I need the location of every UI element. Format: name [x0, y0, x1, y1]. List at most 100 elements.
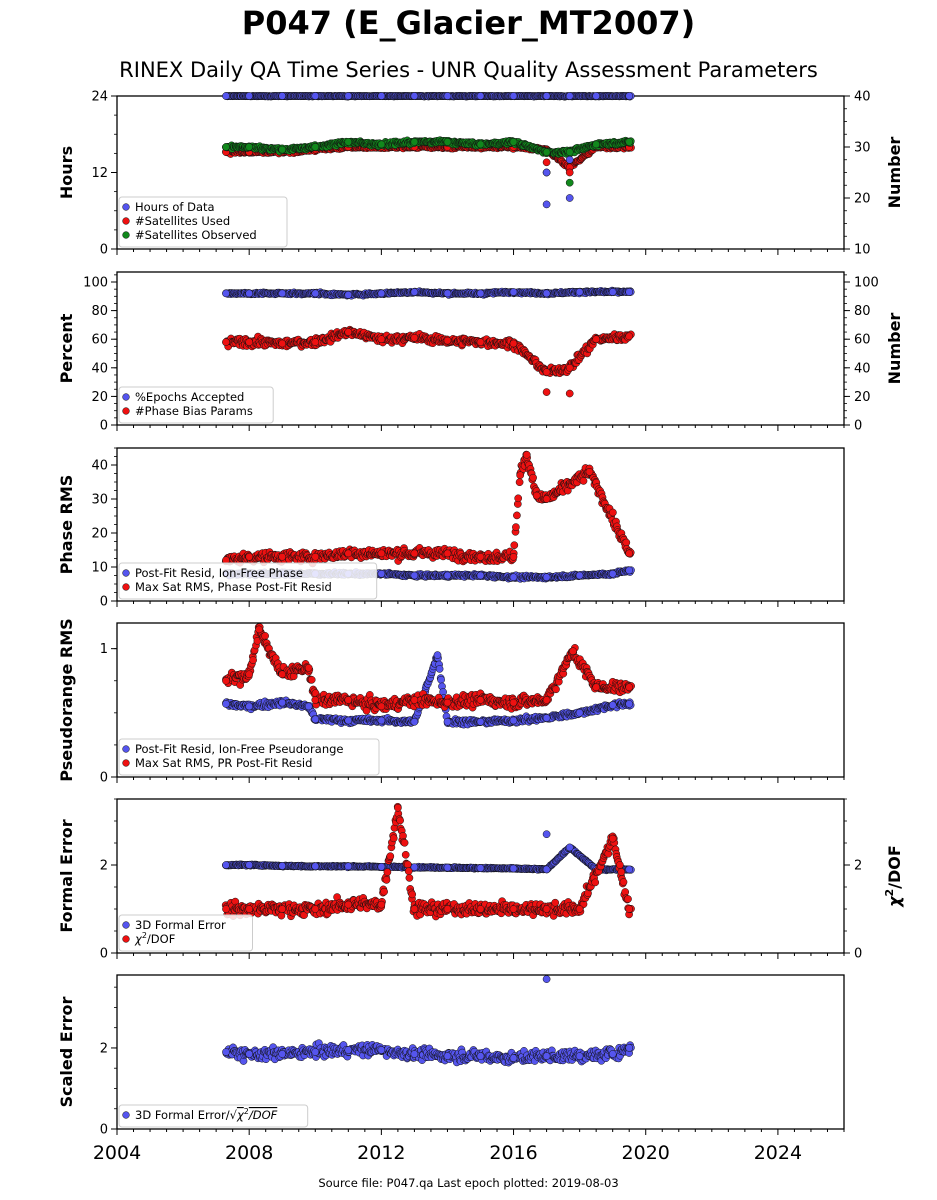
data-point — [344, 549, 353, 558]
data-point — [443, 549, 452, 558]
data-point — [510, 541, 519, 550]
y2-tick-label: 10 — [854, 243, 871, 258]
data-point — [433, 651, 442, 659]
data-point — [542, 92, 551, 100]
data-point — [509, 552, 518, 561]
data-point — [410, 571, 419, 580]
legend: %Epochs Accepted#Phase Bias Params — [118, 386, 274, 424]
data-point — [509, 288, 518, 296]
y2-axis-label: Number — [885, 137, 904, 209]
y2-tick-label: 40 — [854, 90, 871, 105]
y-tick-label: 1 — [100, 642, 108, 657]
y2-tick-label: 20 — [854, 192, 871, 207]
data-point — [565, 168, 574, 177]
y-tick-label: 30 — [91, 493, 108, 508]
data-point — [542, 289, 551, 298]
data-point — [443, 571, 452, 580]
data-point — [443, 138, 452, 146]
data-point — [565, 178, 574, 187]
data-point — [565, 92, 574, 100]
data-point — [542, 368, 551, 376]
data-point — [565, 363, 574, 372]
data-point — [344, 716, 353, 725]
data-point — [437, 675, 445, 684]
y-tick-label: 0 — [100, 419, 108, 434]
y-tick-label: 24 — [91, 90, 108, 105]
series-blue — [222, 286, 635, 300]
data-point — [509, 716, 518, 725]
data-point — [410, 333, 419, 342]
data-point — [609, 508, 617, 517]
y-axis-label: Pseudorange RMS — [57, 618, 76, 781]
y-tick-label: 80 — [91, 304, 108, 319]
y2-tick-label: 40 — [854, 361, 871, 376]
data-point — [311, 338, 320, 346]
data-point — [608, 288, 617, 296]
data-point — [311, 552, 320, 561]
data-point — [542, 148, 551, 156]
legend-entry: %Epochs Accepted — [135, 390, 244, 404]
data-point — [278, 552, 287, 561]
data-point — [249, 656, 257, 664]
y-tick-label: 60 — [91, 333, 108, 348]
legend-box — [118, 386, 274, 424]
outlier-point — [542, 168, 551, 177]
data-point — [344, 328, 353, 336]
data-point — [608, 569, 617, 578]
data-point — [245, 143, 254, 151]
y-axis-label: Hours — [57, 146, 76, 199]
data-point — [592, 92, 601, 100]
data-point — [529, 473, 537, 482]
legend-marker — [122, 569, 130, 577]
data-point — [575, 708, 584, 717]
y2-tick-label: 30 — [854, 141, 871, 156]
data-point — [278, 92, 287, 100]
series-green — [222, 136, 635, 187]
figure-subtitle: RINEX Daily QA Time Series - UNR Quality… — [119, 58, 818, 82]
data-point — [261, 632, 269, 640]
legend-entry: Post-Fit Resid, Ion-Free Phase — [135, 566, 303, 580]
data-point — [377, 92, 386, 100]
data-point — [311, 143, 320, 151]
data-point — [245, 552, 254, 561]
data-point — [509, 339, 518, 348]
legend-entry: Max Sat RMS, Phase Post-Fit Resid — [135, 580, 332, 594]
data-point — [625, 138, 634, 146]
data-point — [245, 338, 254, 346]
data-point — [443, 717, 452, 726]
y-tick-label: 100 — [83, 276, 108, 291]
legend: Hours of Data#Satellites Used#Satellites… — [118, 196, 288, 248]
data-point — [377, 569, 386, 578]
data-point — [592, 140, 601, 149]
legend-marker — [122, 203, 130, 211]
data-point — [307, 675, 316, 684]
data-point — [344, 291, 353, 299]
data-point — [512, 523, 520, 531]
data-point — [377, 716, 386, 725]
data-point — [625, 700, 634, 708]
data-point — [443, 289, 452, 298]
series-red — [222, 623, 635, 715]
y2-tick-label: 60 — [854, 333, 871, 348]
data-point — [625, 332, 634, 341]
data-point — [585, 467, 594, 476]
y2-tick-label: 20 — [854, 390, 871, 405]
y2-tick-label: 100 — [854, 276, 879, 291]
legend-marker — [122, 583, 130, 591]
data-point — [622, 538, 631, 547]
y-tick-label: 0 — [100, 243, 108, 258]
data-point — [443, 92, 452, 100]
data-point — [476, 338, 485, 346]
data-point — [222, 289, 230, 298]
legend-entry: Hours of Data — [135, 200, 215, 214]
data-point — [222, 143, 230, 151]
legend-marker — [122, 217, 130, 225]
data-point — [410, 92, 419, 100]
data-point — [245, 702, 254, 711]
y2-tick-label: 0 — [854, 419, 862, 434]
data-point — [542, 573, 551, 582]
data-point — [575, 288, 584, 296]
